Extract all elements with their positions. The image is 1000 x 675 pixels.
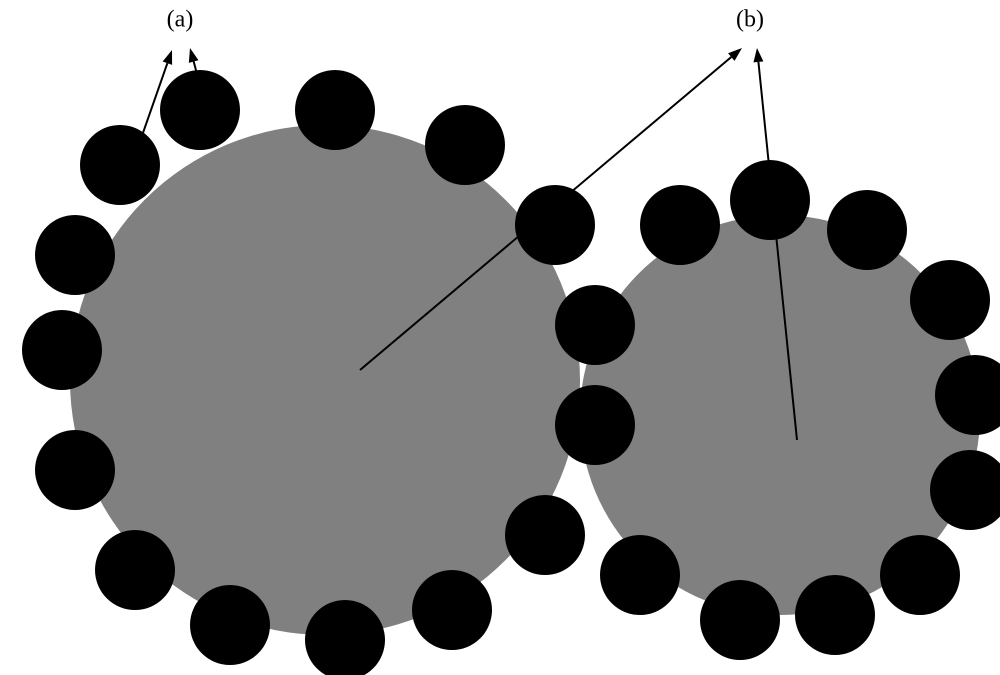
diagram-svg [0, 0, 1000, 675]
small-particle-18 [910, 260, 990, 340]
small-particle-13 [22, 310, 102, 390]
small-particle-5 [555, 285, 635, 365]
small-particle-8 [412, 570, 492, 650]
diagram-root: (a) (b) [0, 0, 1000, 675]
small-particle-0 [80, 125, 160, 205]
label-a: (a) [167, 7, 194, 34]
small-particle-22 [795, 575, 875, 655]
small-particle-11 [95, 530, 175, 610]
small-particle-23 [700, 580, 780, 660]
small-particle-6 [555, 385, 635, 465]
small-particle-21 [880, 535, 960, 615]
small-particle-24 [600, 535, 680, 615]
small-particle-17 [827, 190, 907, 270]
small-particle-14 [35, 215, 115, 295]
small-particle-3 [425, 105, 505, 185]
small-particle-7 [505, 495, 585, 575]
small-particle-2 [295, 70, 375, 150]
label-b: (b) [736, 7, 764, 34]
small-particle-10 [190, 585, 270, 665]
small-particle-12 [35, 430, 115, 510]
small-particle-4 [515, 185, 595, 265]
small-particle-15 [640, 185, 720, 265]
